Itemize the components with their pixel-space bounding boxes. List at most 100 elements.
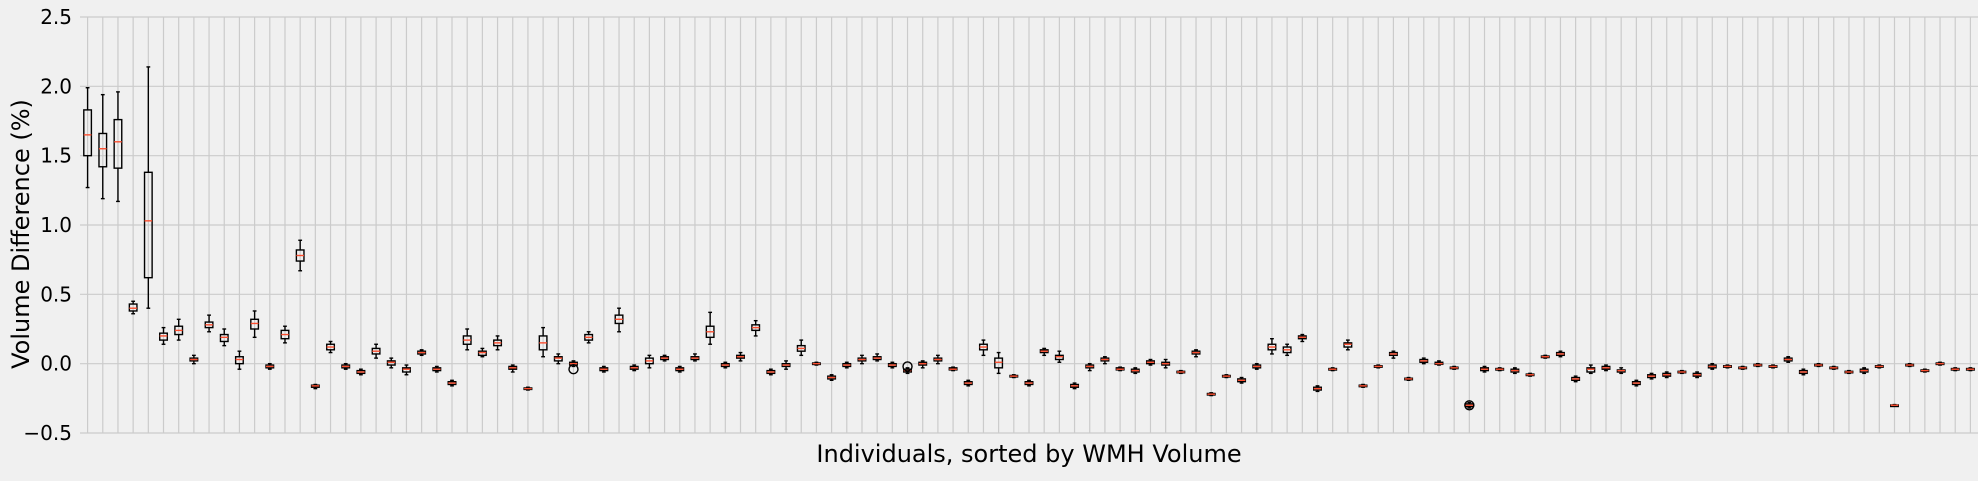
box-item: [781, 360, 791, 370]
box-item: [280, 325, 290, 344]
box-item: [447, 379, 457, 387]
box-item: [1814, 362, 1824, 368]
box-item: [1707, 362, 1717, 370]
box-item: [1631, 379, 1641, 387]
box-item: [1085, 362, 1095, 372]
box-item: [1070, 382, 1080, 390]
y-tick-label: 1.0: [40, 213, 72, 237]
box-item: [1343, 339, 1353, 351]
box-item: [1950, 367, 1960, 372]
box-item: [705, 311, 715, 345]
box-item: [599, 365, 609, 373]
box-item: [660, 354, 670, 362]
y-tick-label: 0.5: [40, 282, 72, 306]
box-item: [1555, 350, 1565, 358]
x-axis-label: Individuals, sorted by WMH Volume: [816, 440, 1241, 468]
box-item: [584, 331, 594, 344]
box-item: [811, 361, 821, 366]
box-item: [978, 339, 988, 357]
box-item: [538, 326, 548, 358]
box-item: [83, 87, 93, 189]
box-item: [1525, 372, 1535, 377]
box-item: [1434, 360, 1444, 366]
y-tick-label: 0.0: [40, 352, 72, 376]
box-item: [1859, 367, 1869, 375]
box-item: [265, 362, 275, 370]
outlier-point: [1464, 400, 1475, 411]
box-item: [948, 366, 958, 372]
box-item: [887, 361, 897, 369]
box-item: [1237, 376, 1247, 384]
box-item: [1510, 367, 1520, 375]
box-item: [644, 354, 654, 369]
box-item: [113, 91, 123, 203]
box-item: [902, 361, 913, 375]
outlier-point: [902, 361, 913, 372]
box-item: [432, 365, 442, 373]
box-item: [1404, 376, 1414, 382]
box-item: [629, 364, 639, 372]
box-item: [1753, 362, 1763, 368]
box-item: [1145, 358, 1155, 366]
box-item: [1206, 392, 1216, 397]
box-item: [1115, 366, 1125, 372]
box-item: [1100, 356, 1110, 365]
box-item: [143, 66, 153, 309]
y-tick-label: 2.0: [40, 74, 72, 98]
box-item: [477, 347, 487, 358]
box-item: [736, 351, 746, 362]
y-tick-label: −0.5: [23, 421, 72, 445]
box-item: [234, 350, 244, 370]
box-item: [1905, 362, 1915, 368]
box-item: [371, 343, 381, 359]
box-item: [568, 360, 579, 375]
box-item: [128, 300, 138, 315]
box-item: [401, 364, 411, 376]
box-item: [994, 351, 1004, 375]
box-item: [386, 357, 396, 369]
box-item: [326, 340, 336, 354]
box-item: [356, 368, 366, 376]
box-item: [1874, 364, 1884, 369]
box-item: [1130, 367, 1140, 375]
iqr-box: [98, 132, 108, 168]
box-item: [1601, 364, 1611, 372]
box-item: [963, 379, 973, 387]
box-item: [1176, 369, 1186, 375]
box-item: [1935, 361, 1945, 366]
box-item: [1009, 374, 1019, 379]
box-item: [796, 339, 806, 357]
box-item: [1738, 365, 1748, 370]
box-item: [1920, 368, 1930, 373]
box-item: [1844, 369, 1854, 375]
box-item: [1647, 372, 1657, 380]
box-item: [553, 353, 563, 365]
box-item: [1464, 400, 1475, 411]
box-item: [1540, 354, 1550, 359]
box-item: [310, 383, 320, 390]
box-item: [204, 314, 214, 333]
y-tick-label: 1.5: [40, 144, 72, 168]
iqr-box: [113, 118, 123, 169]
box-item: [1282, 343, 1292, 357]
box-item: [1480, 365, 1490, 373]
box-item: [189, 354, 199, 365]
box-item: [1388, 350, 1398, 359]
box-item: [842, 361, 852, 369]
box-item: [1267, 338, 1277, 355]
box-item: [159, 326, 169, 345]
box-item: [1419, 357, 1429, 365]
box-item: [1798, 368, 1808, 376]
y-tick-label: 2.5: [40, 5, 72, 29]
box-item: [1039, 347, 1049, 357]
box-item: [1328, 367, 1338, 372]
box-item: [827, 374, 837, 382]
boxes: [83, 66, 1975, 411]
outlier-point: [568, 364, 579, 375]
box-item: [1616, 367, 1626, 375]
box-item: [1677, 369, 1687, 375]
box-item: [872, 353, 882, 362]
box-item: [614, 307, 624, 333]
